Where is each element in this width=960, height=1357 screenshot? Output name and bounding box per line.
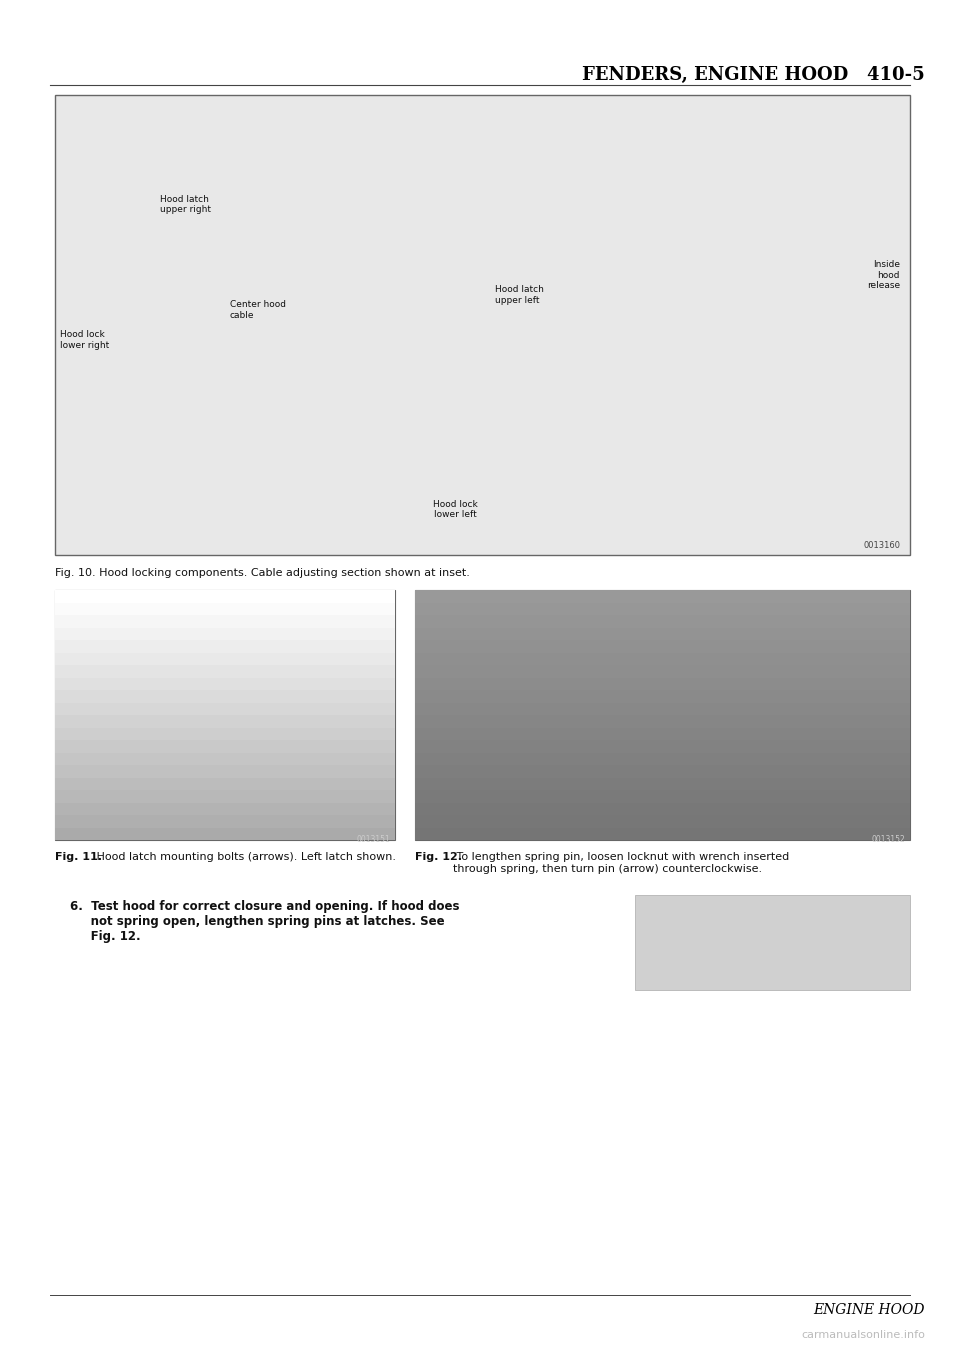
Bar bbox=[415, 802, 910, 816]
Bar bbox=[415, 590, 910, 603]
Bar bbox=[55, 641, 395, 653]
Bar bbox=[55, 715, 395, 727]
Bar bbox=[55, 740, 395, 753]
Text: Fig. 10. Hood locking components. Cable adjusting section shown at inset.: Fig. 10. Hood locking components. Cable … bbox=[55, 569, 469, 578]
Bar bbox=[415, 703, 910, 715]
Bar bbox=[55, 627, 395, 641]
Bar bbox=[415, 653, 910, 665]
Text: Inside
hood
release: Inside hood release bbox=[867, 261, 900, 290]
Bar bbox=[55, 727, 395, 740]
Bar bbox=[415, 828, 910, 840]
Bar bbox=[415, 765, 910, 778]
Bar bbox=[415, 590, 910, 840]
Text: Hood lock
lower left: Hood lock lower left bbox=[433, 499, 477, 520]
Text: FENDERS, ENGINE HOOD   410-5: FENDERS, ENGINE HOOD 410-5 bbox=[583, 66, 925, 84]
Bar bbox=[415, 603, 910, 615]
Bar bbox=[55, 615, 395, 627]
Bar bbox=[55, 590, 395, 840]
Bar bbox=[55, 590, 395, 603]
Text: To lengthen spring pin, loosen locknut with wrench inserted
through spring, then: To lengthen spring pin, loosen locknut w… bbox=[453, 852, 789, 874]
Bar bbox=[55, 802, 395, 816]
Bar bbox=[55, 95, 910, 555]
Text: Hood latch mounting bolts (arrows). Left latch shown.: Hood latch mounting bolts (arrows). Left… bbox=[93, 852, 396, 862]
Bar bbox=[55, 790, 395, 802]
Bar bbox=[415, 677, 910, 689]
Bar bbox=[635, 896, 910, 991]
Bar bbox=[415, 816, 910, 828]
Bar bbox=[55, 828, 395, 840]
Text: Hood latch
upper left: Hood latch upper left bbox=[495, 285, 544, 305]
Bar bbox=[415, 727, 910, 740]
Text: Hood lock
lower right: Hood lock lower right bbox=[60, 330, 109, 350]
Bar bbox=[415, 627, 910, 641]
Text: 0013160: 0013160 bbox=[863, 540, 900, 550]
Bar bbox=[55, 677, 395, 689]
Bar bbox=[415, 753, 910, 765]
Bar bbox=[415, 665, 910, 677]
Bar bbox=[415, 790, 910, 802]
Bar bbox=[55, 653, 395, 665]
Bar bbox=[55, 753, 395, 765]
Bar bbox=[415, 615, 910, 627]
Text: 0013151: 0013151 bbox=[356, 835, 390, 844]
Bar bbox=[55, 689, 395, 703]
Text: Fig. 11.: Fig. 11. bbox=[55, 852, 102, 862]
Text: 6.  Test hood for correct closure and opening. If hood does
     not spring open: 6. Test hood for correct closure and ope… bbox=[70, 900, 460, 943]
Bar bbox=[55, 765, 395, 778]
Bar bbox=[55, 816, 395, 828]
Bar bbox=[415, 740, 910, 753]
Text: Center hood
cable: Center hood cable bbox=[230, 300, 286, 320]
Bar bbox=[415, 689, 910, 703]
Text: Fig. 12.: Fig. 12. bbox=[415, 852, 462, 862]
Bar bbox=[55, 703, 395, 715]
Text: carmanualsonline.info: carmanualsonline.info bbox=[802, 1330, 925, 1339]
Text: 0013152: 0013152 bbox=[872, 835, 905, 844]
Bar bbox=[415, 641, 910, 653]
Text: ENGINE HOOD: ENGINE HOOD bbox=[813, 1303, 925, 1318]
Text: Hood latch
upper right: Hood latch upper right bbox=[160, 195, 211, 214]
Bar bbox=[415, 715, 910, 727]
Bar bbox=[55, 778, 395, 790]
Bar bbox=[55, 603, 395, 615]
Bar bbox=[55, 665, 395, 677]
Bar bbox=[415, 778, 910, 790]
